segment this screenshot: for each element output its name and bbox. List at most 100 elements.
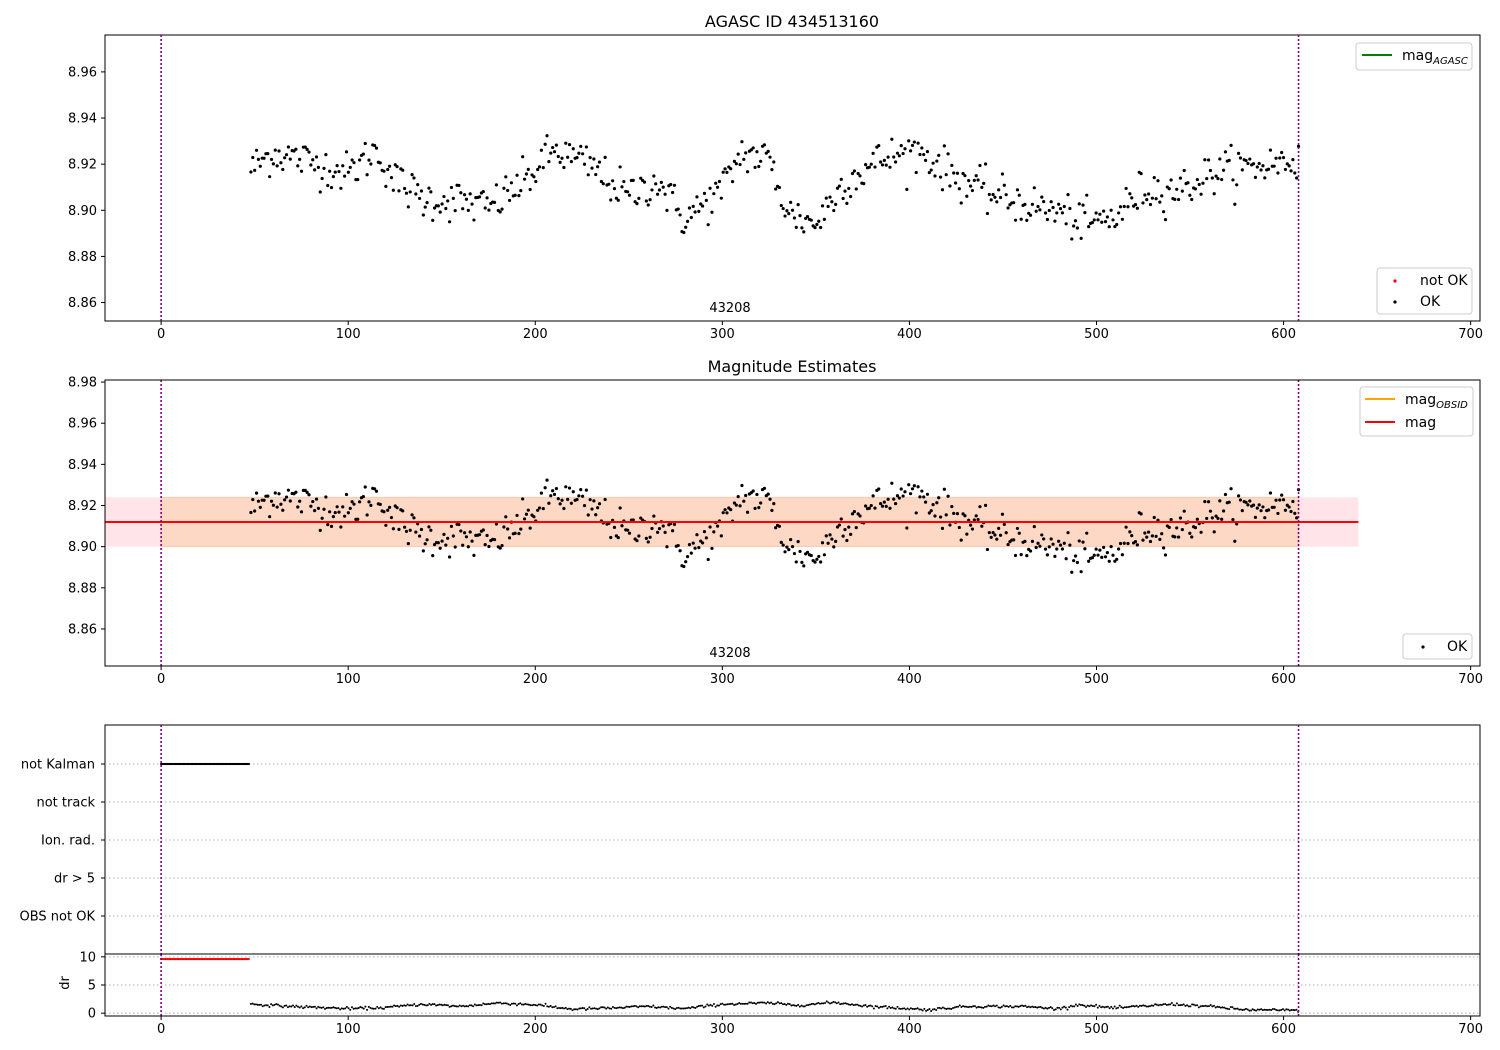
dr-point: [1170, 1002, 1173, 1005]
ok-point: [594, 172, 598, 177]
ok-point: [697, 546, 701, 550]
dr-point: [733, 1004, 736, 1007]
dr-point: [817, 1001, 820, 1004]
dr-point: [531, 1004, 534, 1007]
ok-point: [1111, 553, 1115, 557]
ok-point: [955, 171, 960, 175]
dr-point: [371, 1007, 374, 1010]
ok-point: [579, 144, 583, 148]
dr-point: [1223, 1006, 1226, 1009]
ok-point: [1100, 220, 1104, 224]
ok-point: [700, 541, 705, 545]
ok-point: [950, 504, 954, 509]
dr-point: [376, 1005, 379, 1008]
ok-point: [1060, 211, 1065, 215]
ok-point: [1236, 151, 1241, 155]
dr-point: [350, 1006, 353, 1009]
ok-point: [367, 158, 371, 162]
ok-point: [937, 496, 941, 500]
ok-point: [1004, 193, 1008, 197]
ok-point: [378, 502, 382, 506]
dr-point: [268, 1005, 271, 1008]
ok-point: [635, 539, 639, 543]
ok-point: [1049, 537, 1053, 541]
p1-xtick-label: 700: [1458, 327, 1483, 342]
ok-point: [419, 189, 424, 193]
ok-point: [1083, 211, 1087, 215]
dr-point: [984, 1005, 986, 1008]
ok-point: [1002, 522, 1006, 526]
ok-point: [725, 511, 729, 515]
ok-point: [676, 207, 680, 211]
ok-point: [556, 154, 560, 159]
dr-point: [633, 1004, 636, 1007]
ok-point: [669, 182, 673, 187]
dr-point: [249, 1002, 252, 1005]
dr-point: [808, 1003, 811, 1006]
dr-point: [723, 1003, 726, 1006]
ok-point: [466, 208, 470, 212]
ok-point: [281, 508, 285, 512]
ok-point: [571, 147, 575, 151]
ok-point: [714, 181, 718, 185]
ok-point: [1276, 511, 1280, 516]
ok-point: [839, 177, 843, 181]
ok-point: [820, 541, 825, 545]
ok-point: [961, 171, 965, 176]
dr-point: [522, 1003, 525, 1006]
ok-point: [1013, 218, 1018, 222]
ok-point: [564, 485, 568, 489]
dr-point: [492, 1002, 495, 1005]
ok-point: [466, 545, 470, 549]
dr-point: [391, 1005, 394, 1008]
ok-point: [532, 515, 536, 519]
dr-point: [549, 1004, 552, 1007]
dr-point: [1187, 1005, 1190, 1008]
ok-point: [1120, 217, 1124, 221]
dr-point: [785, 1003, 788, 1006]
ok-point: [1150, 196, 1154, 200]
dr-point: [724, 1003, 727, 1006]
dr-point: [396, 1004, 399, 1007]
ok-point: [704, 536, 708, 540]
ok-point: [459, 529, 463, 533]
ok-point: [1124, 525, 1128, 529]
ok-point: [834, 202, 838, 206]
dr-point: [982, 1006, 985, 1009]
dr-point: [1295, 1008, 1298, 1011]
dr-point: [364, 1005, 367, 1008]
dr-point: [1214, 1006, 1217, 1009]
ok-point: [1109, 208, 1113, 212]
dr-point: [586, 1007, 589, 1010]
ok-point: [1113, 224, 1117, 229]
ok-point: [1128, 192, 1132, 196]
ok-point: [927, 170, 931, 175]
ok-point: [1126, 541, 1130, 546]
ok-point: [663, 530, 667, 534]
dr-point: [372, 1007, 375, 1010]
dr-point: [1275, 1008, 1278, 1011]
ok-point: [901, 494, 905, 498]
ok-point: [738, 504, 742, 508]
ok-point: [1210, 176, 1214, 180]
dr-point: [810, 1003, 813, 1006]
ok-point: [1068, 543, 1072, 547]
dr-point: [857, 1004, 860, 1007]
ok-point: [601, 182, 605, 186]
ok-point: [968, 523, 973, 527]
dr-point: [300, 1005, 303, 1008]
dr-point: [802, 1005, 805, 1008]
ok-point: [1133, 203, 1138, 207]
ok-point: [440, 202, 444, 206]
dr-point: [864, 1004, 867, 1007]
dr-point: [889, 1006, 892, 1009]
ok-point: [648, 535, 652, 539]
dr-point: [712, 1002, 715, 1005]
ok-point: [908, 149, 913, 153]
ok-point: [1261, 164, 1265, 168]
dr-point: [1231, 1006, 1234, 1009]
dr-point: [290, 1005, 293, 1008]
dr-point: [542, 1005, 545, 1008]
ok-point: [432, 543, 437, 547]
ok-point: [472, 218, 476, 222]
